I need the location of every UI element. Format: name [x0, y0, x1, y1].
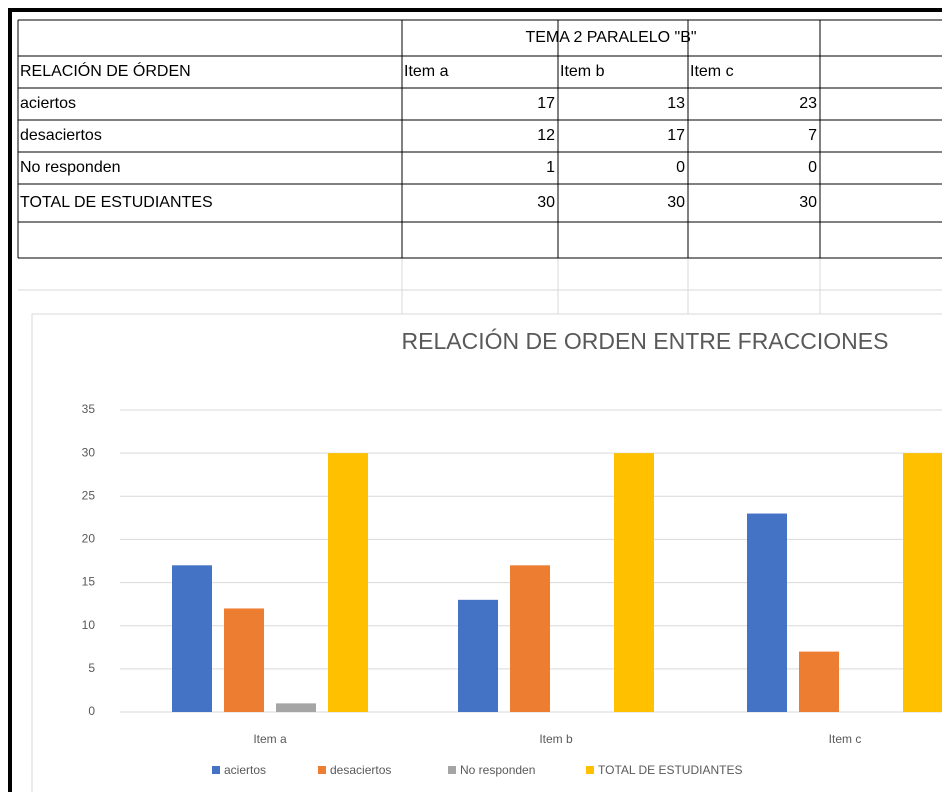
bar: [328, 453, 368, 712]
row-label: aciertos: [20, 95, 76, 112]
bar: [172, 565, 212, 712]
frame-top: [8, 8, 942, 12]
legend-label: No responden: [460, 763, 535, 777]
column-header: Item b: [560, 63, 605, 80]
sheet-grid: [18, 258, 942, 314]
legend-swatch: [448, 766, 456, 774]
bar: [903, 453, 942, 712]
cell-value: 0: [808, 159, 817, 176]
row-label: desaciertos: [20, 127, 102, 144]
y-tick-label: 15: [82, 575, 96, 589]
legend-swatch: [586, 766, 594, 774]
cell-value: 12: [537, 127, 555, 144]
row-label: No responden: [20, 159, 121, 176]
chart-area: [31, 313, 942, 792]
y-tick-label: 20: [82, 532, 96, 546]
y-tick-label: 5: [88, 661, 95, 675]
bar: [614, 453, 654, 712]
row-label: TOTAL DE ESTUDIANTES: [20, 194, 213, 211]
cell-value: 30: [537, 194, 555, 211]
column-header: Item c: [690, 63, 734, 80]
table-title: TEMA 2 PARALELO "B": [525, 29, 696, 46]
x-tick-label: Item b: [539, 732, 573, 746]
cell-value: 0: [676, 159, 685, 176]
x-tick-label: Item c: [829, 732, 862, 746]
bar: [276, 703, 316, 712]
cell-value: 30: [799, 194, 817, 211]
x-tick-label: Item a: [253, 732, 287, 746]
cell-value: 7: [808, 127, 817, 144]
legend-label: desaciertos: [330, 763, 391, 777]
cell-value: 17: [667, 127, 685, 144]
legend-label: TOTAL DE ESTUDIANTES: [598, 763, 742, 777]
cell-value: 30: [667, 194, 685, 211]
chart-title: RELACIÓN DE ORDEN ENTRE FRACCIONES: [402, 328, 889, 354]
y-tick-label: 25: [82, 488, 96, 502]
bar: [799, 651, 839, 712]
y-tick-label: 10: [82, 618, 96, 632]
y-tick-label: 30: [82, 445, 96, 459]
bar: [747, 513, 787, 712]
frame-left: [8, 8, 12, 792]
y-tick-label: 0: [88, 704, 95, 718]
bar: [224, 608, 264, 712]
cell-value: 23: [799, 95, 817, 112]
bar: [458, 599, 498, 712]
column-header: RELACIÓN DE ÓRDEN: [20, 61, 191, 80]
cell-value: 17: [537, 95, 555, 112]
legend-label: aciertos: [224, 763, 266, 777]
legend-swatch: [212, 766, 220, 774]
bar: [510, 565, 550, 712]
cell-value: 1: [546, 159, 555, 176]
y-tick-label: 35: [82, 402, 96, 416]
cell-value: 13: [667, 95, 685, 112]
legend-swatch: [318, 766, 326, 774]
column-header: Item a: [404, 63, 449, 80]
